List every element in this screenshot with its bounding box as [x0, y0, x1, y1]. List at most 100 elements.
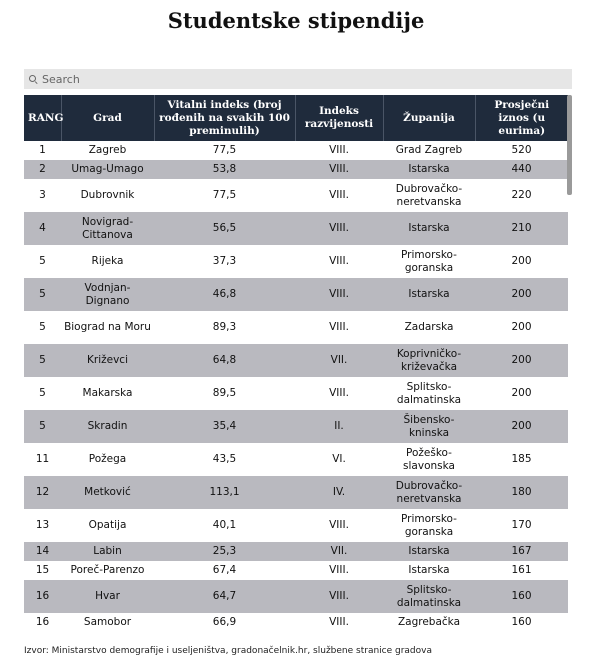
cell-city: Opatija	[61, 509, 154, 542]
column-header-vital-index[interactable]: Vitalni indeks (broj rođenih na svakih 1…	[154, 95, 296, 141]
cell-average-amount: 160	[475, 613, 568, 632]
cell-development-index: VIII.	[295, 509, 383, 542]
cell-rank: 16	[24, 613, 61, 632]
cell-city: Zagreb	[61, 141, 154, 160]
cell-city: Poreč-Parenzo	[61, 561, 154, 580]
cell-rank: 5	[24, 410, 61, 443]
cell-city: Vodnjan-Dignano	[61, 278, 154, 311]
cell-city: Umag-Umago	[61, 160, 154, 179]
cell-city: Samobor	[61, 613, 154, 632]
table-row: 5 Biograd na Moru 89,3 VIII. Zadarska 200	[24, 311, 568, 344]
cell-development-index: VII.	[295, 344, 383, 377]
cell-city: Biograd na Moru	[61, 311, 154, 344]
table-row: 13 Opatija 40,1 VIII. Primorsko-goranska 170	[24, 509, 568, 542]
cell-development-index: VIII.	[295, 580, 383, 613]
cell-development-index: VIII.	[295, 179, 383, 212]
cell-vital-index: 77,5	[154, 179, 295, 212]
cell-rank: 2	[24, 160, 61, 179]
cell-rank: 3	[24, 179, 61, 212]
scholarship-table: RANG Grad Vitalni indeks (broj rođenih n…	[24, 95, 568, 632]
cell-rank: 1	[24, 141, 61, 160]
cell-vital-index: 43,5	[154, 443, 295, 476]
table-row: 16 Hvar 64,7 VIII. Splitsko-dalmatinska 160	[24, 580, 568, 613]
cell-average-amount: 200	[475, 245, 568, 278]
cell-county: Splitsko-dalmatinska	[383, 580, 475, 613]
cell-rank: 5	[24, 344, 61, 377]
search-bar[interactable]	[24, 69, 572, 89]
cell-county: Koprivničko-križevačka	[383, 344, 475, 377]
scrollbar-thumb[interactable]	[567, 95, 572, 195]
column-header-city[interactable]: Grad	[61, 95, 155, 141]
column-header-rank[interactable]: RANG	[24, 95, 63, 141]
cell-average-amount: 200	[475, 311, 568, 344]
cell-vital-index: 64,7	[154, 580, 295, 613]
column-header-county[interactable]: Županija	[383, 95, 476, 141]
cell-rank: 4	[24, 212, 61, 245]
table-header-row: RANG Grad Vitalni indeks (broj rođenih n…	[24, 95, 568, 141]
cell-county: Istarska	[383, 561, 475, 580]
cell-development-index: VIII.	[295, 377, 383, 410]
table-body: 1 Zagreb 77,5 VIII. Grad Zagreb 520 2 Umag-Umag…	[24, 141, 568, 632]
cell-county: Šibensko-kninska	[383, 410, 475, 443]
cell-rank: 5	[24, 245, 61, 278]
table-row: 12 Metković 113,1 IV. Dubrovačko-neretvanska…	[24, 476, 568, 509]
cell-vital-index: 40,1	[154, 509, 295, 542]
column-header-average-amount[interactable]: Prosječni iznos (u eurima)	[475, 95, 568, 141]
cell-vital-index: 53,8	[154, 160, 295, 179]
cell-city: Dubrovnik	[61, 179, 154, 212]
column-header-development-index[interactable]: Indeks razvijenosti	[295, 95, 384, 141]
cell-city: Metković	[61, 476, 154, 509]
cell-vital-index: 89,3	[154, 311, 295, 344]
cell-average-amount: 220	[475, 179, 568, 212]
cell-city: Labin	[61, 542, 154, 561]
table-row: 3 Dubrovnik 77,5 VIII. Dubrovačko-neretvansk…	[24, 179, 568, 212]
cell-city: Rijeka	[61, 245, 154, 278]
cell-average-amount: 520	[475, 141, 568, 160]
cell-county: Primorsko-goranska	[383, 245, 475, 278]
cell-city: Požega	[61, 443, 154, 476]
cell-county: Dubrovačko-neretvanska	[383, 476, 475, 509]
cell-vital-index: 64,8	[154, 344, 295, 377]
table-row: 14 Labin 25,3 VII. Istarska 167	[24, 542, 568, 561]
cell-city: Novigrad-Cittanova	[61, 212, 154, 245]
cell-city: Križevci	[61, 344, 154, 377]
cell-county: Zadarska	[383, 311, 475, 344]
cell-county: Primorsko-goranska	[383, 509, 475, 542]
cell-vital-index: 56,5	[154, 212, 295, 245]
search-input[interactable]	[42, 70, 542, 88]
cell-rank: 5	[24, 311, 61, 344]
cell-development-index: II.	[295, 410, 383, 443]
cell-vital-index: 113,1	[154, 476, 295, 509]
cell-average-amount: 200	[475, 344, 568, 377]
table-row: 2 Umag-Umago 53,8 VIII. Istarska 440	[24, 160, 568, 179]
cell-vital-index: 46,8	[154, 278, 295, 311]
cell-development-index: VIII.	[295, 613, 383, 632]
table-row: 5 Skradin 35,4 II. Šibensko-kninska 200	[24, 410, 568, 443]
cell-county: Istarska	[383, 542, 475, 561]
cell-development-index: VIII.	[295, 141, 383, 160]
cell-city: Skradin	[61, 410, 154, 443]
cell-average-amount: 200	[475, 410, 568, 443]
cell-county: Požeško-slavonska	[383, 443, 475, 476]
table-row: 11 Požega 43,5 VI. Požeško-slavonska 185	[24, 443, 568, 476]
cell-rank: 15	[24, 561, 61, 580]
cell-county: Zagrebačka	[383, 613, 475, 632]
cell-rank: 12	[24, 476, 61, 509]
cell-development-index: VIII.	[295, 278, 383, 311]
cell-county: Istarska	[383, 160, 475, 179]
cell-average-amount: 167	[475, 542, 568, 561]
table-container[interactable]: RANG Grad Vitalni indeks (broj rođenih n…	[24, 95, 568, 632]
search-icon	[29, 74, 38, 84]
cell-vital-index: 67,4	[154, 561, 295, 580]
cell-rank: 5	[24, 278, 61, 311]
cell-vital-index: 25,3	[154, 542, 295, 561]
page-title: Studentske stipendije	[167, 8, 425, 33]
cell-average-amount: 440	[475, 160, 568, 179]
cell-development-index: VIII.	[295, 245, 383, 278]
cell-county: Istarska	[383, 278, 475, 311]
cell-average-amount: 200	[475, 278, 568, 311]
cell-development-index: VIII.	[295, 160, 383, 179]
table-row: 1 Zagreb 77,5 VIII. Grad Zagreb 520	[24, 141, 568, 160]
cell-vital-index: 35,4	[154, 410, 295, 443]
source-note: Izvor: Ministarstvo demografije i uselje…	[24, 646, 432, 656]
